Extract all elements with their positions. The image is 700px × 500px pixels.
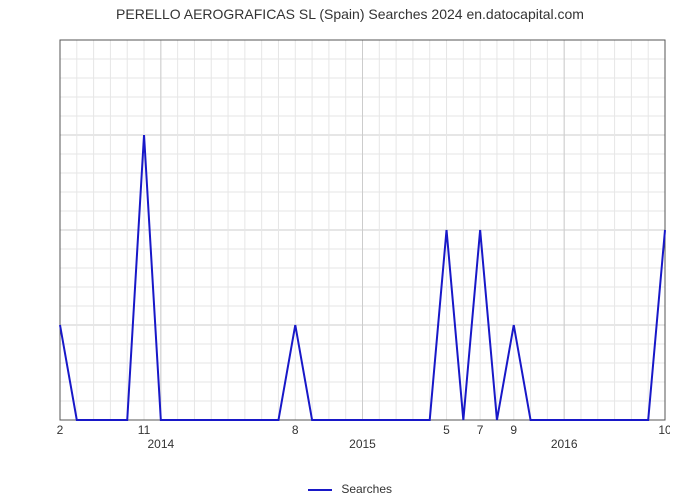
- svg-text:2015: 2015: [349, 437, 376, 450]
- svg-text:2014: 2014: [147, 437, 174, 450]
- svg-text:9: 9: [510, 423, 517, 437]
- svg-text:2: 2: [57, 423, 64, 437]
- chart-title: PERELLO AEROGRAFICAS SL (Spain) Searches…: [0, 6, 700, 22]
- chart-plot-area: 01234211857910201420152016: [50, 30, 670, 450]
- legend: Searches: [0, 482, 700, 496]
- svg-text:5: 5: [443, 423, 450, 437]
- legend-label: Searches: [341, 482, 392, 496]
- svg-text:7: 7: [477, 423, 484, 437]
- chart-svg: 01234211857910201420152016: [50, 30, 670, 450]
- legend-line-swatch: [308, 489, 332, 491]
- svg-text:8: 8: [292, 423, 299, 437]
- svg-text:2016: 2016: [551, 437, 578, 450]
- svg-text:10: 10: [658, 423, 670, 437]
- svg-text:11: 11: [138, 423, 151, 437]
